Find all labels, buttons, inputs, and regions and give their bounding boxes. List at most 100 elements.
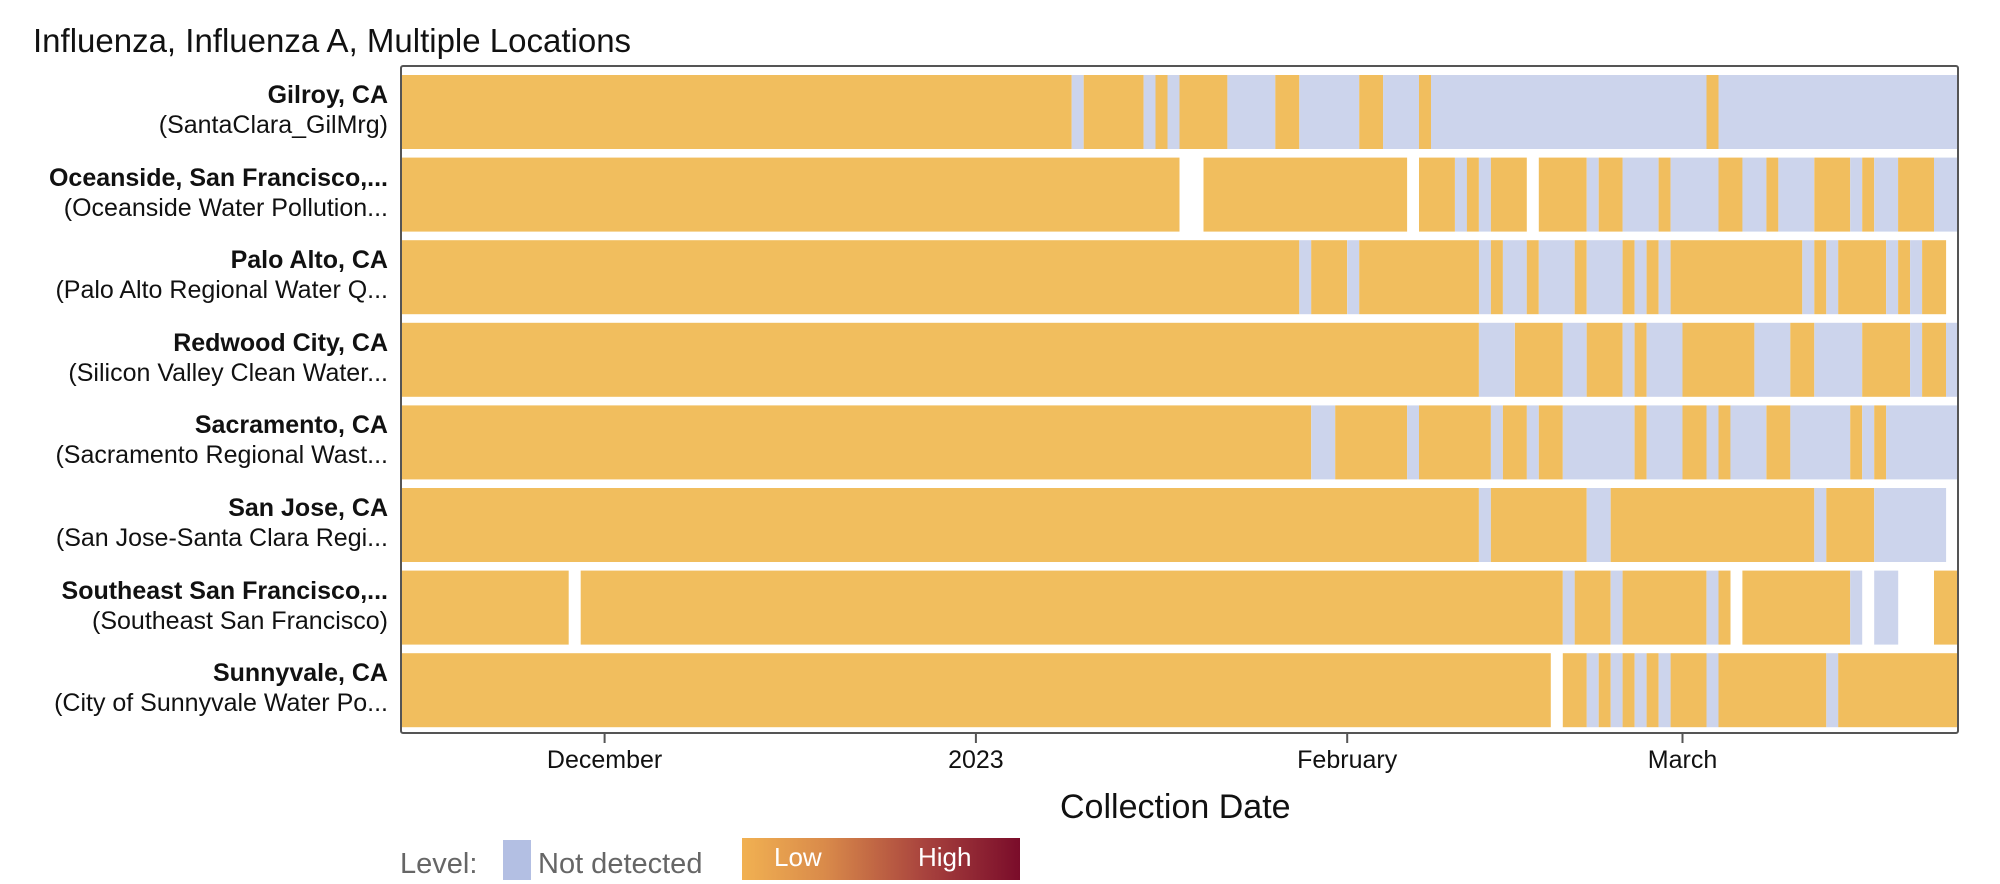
segment-not-detected[interactable] bbox=[1526, 405, 1539, 480]
segment-low[interactable] bbox=[1179, 75, 1228, 149]
segment-low[interactable] bbox=[1634, 405, 1647, 480]
segment-low[interactable] bbox=[1850, 405, 1863, 480]
segment-not-detected[interactable] bbox=[1646, 405, 1683, 480]
segment-low[interactable] bbox=[1419, 157, 1455, 232]
segment-not-detected[interactable] bbox=[1874, 157, 1899, 232]
segment-low[interactable] bbox=[1490, 240, 1503, 315]
segment-not-detected[interactable] bbox=[1347, 240, 1360, 315]
segment-low[interactable] bbox=[1706, 75, 1719, 149]
segment-low[interactable] bbox=[1490, 488, 1587, 562]
segment-not-detected[interactable] bbox=[1502, 240, 1527, 315]
segment-low[interactable] bbox=[1419, 405, 1491, 480]
segment-low[interactable] bbox=[1922, 240, 1947, 315]
segment-not-detected[interactable] bbox=[1143, 75, 1156, 149]
segment-not-detected[interactable] bbox=[1455, 157, 1467, 232]
segment-not-detected[interactable] bbox=[1706, 653, 1719, 728]
segment-low[interactable] bbox=[1814, 240, 1827, 315]
segment-not-detected[interactable] bbox=[1814, 322, 1863, 397]
segment-not-detected[interactable] bbox=[1826, 240, 1839, 315]
segment-not-detected[interactable] bbox=[1586, 653, 1599, 728]
segment-not-detected[interactable] bbox=[1478, 240, 1491, 315]
segment-not-detected[interactable] bbox=[1874, 488, 1947, 562]
segment-not-detected[interactable] bbox=[1431, 75, 1707, 149]
segment-low[interactable] bbox=[1682, 322, 1755, 397]
segment-low[interactable] bbox=[1574, 570, 1611, 645]
segment-low[interactable] bbox=[1083, 75, 1144, 149]
segment-low[interactable] bbox=[1562, 653, 1587, 728]
segment-not-detected[interactable] bbox=[1874, 570, 1899, 645]
segment-low[interactable] bbox=[1610, 488, 1815, 562]
segment-not-detected[interactable] bbox=[1299, 240, 1312, 315]
segment-low[interactable] bbox=[1862, 157, 1875, 232]
segment-not-detected[interactable] bbox=[1071, 75, 1084, 149]
segment-low[interactable] bbox=[1646, 240, 1659, 315]
segment-not-detected[interactable] bbox=[1227, 75, 1276, 149]
segment-low[interactable] bbox=[1874, 405, 1887, 480]
segment-low[interactable] bbox=[1275, 75, 1300, 149]
segment-low[interactable] bbox=[1682, 405, 1707, 480]
segment-low[interactable] bbox=[1718, 570, 1731, 645]
segment-low[interactable] bbox=[1670, 240, 1803, 315]
segment-low[interactable] bbox=[401, 157, 1180, 232]
segment-low[interactable] bbox=[1155, 75, 1168, 149]
segment-low[interactable] bbox=[401, 322, 1479, 397]
segment-low[interactable] bbox=[1826, 488, 1875, 562]
segment-low[interactable] bbox=[1311, 240, 1348, 315]
segment-low[interactable] bbox=[1419, 75, 1431, 149]
segment-not-detected[interactable] bbox=[1610, 653, 1623, 728]
segment-not-detected[interactable] bbox=[1814, 488, 1827, 562]
segment-low[interactable] bbox=[1622, 653, 1635, 728]
segment-low[interactable] bbox=[1490, 157, 1527, 232]
segment-not-detected[interactable] bbox=[1850, 570, 1863, 645]
segment-not-detected[interactable] bbox=[1634, 240, 1647, 315]
segment-not-detected[interactable] bbox=[1658, 240, 1671, 315]
segment-low[interactable] bbox=[1622, 570, 1707, 645]
segment-not-detected[interactable] bbox=[1934, 157, 1958, 232]
segment-not-detected[interactable] bbox=[1754, 322, 1791, 397]
segment-low[interactable] bbox=[401, 488, 1479, 562]
segment-low[interactable] bbox=[1934, 570, 1958, 645]
segment-not-detected[interactable] bbox=[1383, 75, 1419, 149]
segment-not-detected[interactable] bbox=[1490, 405, 1503, 480]
segment-not-detected[interactable] bbox=[1311, 405, 1336, 480]
segment-not-detected[interactable] bbox=[1706, 405, 1719, 480]
segment-low[interactable] bbox=[1502, 405, 1527, 480]
segment-low[interactable] bbox=[1838, 240, 1887, 315]
segment-not-detected[interactable] bbox=[1562, 322, 1587, 397]
segment-low[interactable] bbox=[401, 405, 1312, 480]
segment-low[interactable] bbox=[1574, 240, 1587, 315]
segment-not-detected[interactable] bbox=[1946, 322, 1958, 397]
segment-low[interactable] bbox=[1766, 405, 1791, 480]
segment-not-detected[interactable] bbox=[1586, 157, 1599, 232]
segment-not-detected[interactable] bbox=[1407, 405, 1420, 480]
segment-low[interactable] bbox=[1718, 405, 1731, 480]
segment-not-detected[interactable] bbox=[1562, 405, 1635, 480]
segment-low[interactable] bbox=[1514, 322, 1563, 397]
segment-low[interactable] bbox=[1670, 653, 1707, 728]
segment-not-detected[interactable] bbox=[1778, 157, 1815, 232]
segment-not-detected[interactable] bbox=[1299, 75, 1360, 149]
segment-low[interactable] bbox=[1359, 75, 1384, 149]
segment-not-detected[interactable] bbox=[1658, 653, 1671, 728]
segment-not-detected[interactable] bbox=[1742, 157, 1767, 232]
segment-low[interactable] bbox=[401, 75, 1072, 149]
segment-low[interactable] bbox=[1634, 322, 1647, 397]
segment-low[interactable] bbox=[401, 653, 1551, 728]
segment-not-detected[interactable] bbox=[1634, 653, 1647, 728]
segment-low[interactable] bbox=[1766, 157, 1779, 232]
segment-not-detected[interactable] bbox=[1790, 405, 1851, 480]
segment-not-detected[interactable] bbox=[1538, 240, 1575, 315]
segment-not-detected[interactable] bbox=[1586, 240, 1623, 315]
segment-low[interactable] bbox=[1790, 322, 1815, 397]
segment-low[interactable] bbox=[1335, 405, 1408, 480]
segment-not-detected[interactable] bbox=[1886, 240, 1899, 315]
segment-low[interactable] bbox=[1862, 322, 1911, 397]
segment-not-detected[interactable] bbox=[1718, 75, 1959, 149]
segment-not-detected[interactable] bbox=[1478, 488, 1491, 562]
segment-low[interactable] bbox=[1898, 157, 1934, 232]
segment-not-detected[interactable] bbox=[1670, 157, 1719, 232]
segment-low[interactable] bbox=[1898, 240, 1911, 315]
segment-not-detected[interactable] bbox=[1850, 157, 1863, 232]
segment-low[interactable] bbox=[1646, 653, 1659, 728]
segment-low[interactable] bbox=[1598, 157, 1623, 232]
